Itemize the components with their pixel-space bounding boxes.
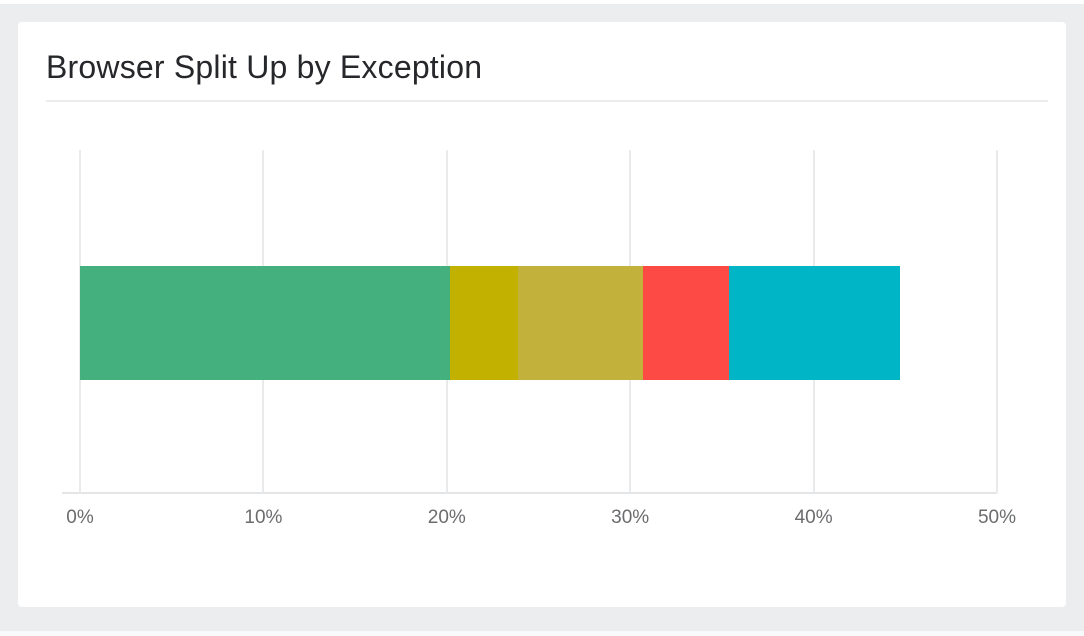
page-bottom-strip (0, 631, 1084, 636)
plot-area: 0% 10% 20% 30% 40% 50% (62, 150, 1016, 528)
x-axis-line (62, 492, 997, 494)
x-axis-tick-label: 50% (977, 507, 1017, 528)
gridline (996, 150, 998, 493)
stacked-bar (80, 266, 997, 380)
x-axis-tick-label: 10% (244, 507, 283, 528)
bar-segment-yellow[interactable] (518, 266, 643, 380)
x-axis-tick-label: 30% (611, 507, 650, 528)
bar-segment-dark-yellow[interactable] (450, 266, 519, 380)
page-top-strip (0, 0, 1084, 4)
x-axis-tick-label: 0% (66, 507, 94, 528)
chart-card: Browser Split Up by Exception 0% 10% 20% 30… (18, 22, 1066, 607)
chart-title: Browser Split Up by Exception (46, 49, 483, 85)
bar-segment-teal[interactable] (729, 266, 900, 380)
bar-segment-red[interactable] (643, 266, 730, 380)
title-divider (46, 100, 1048, 102)
bar-segment-green[interactable] (80, 266, 451, 380)
x-axis-tick-label: 20% (427, 507, 466, 528)
x-axis-tick-label: 40% (794, 507, 833, 528)
